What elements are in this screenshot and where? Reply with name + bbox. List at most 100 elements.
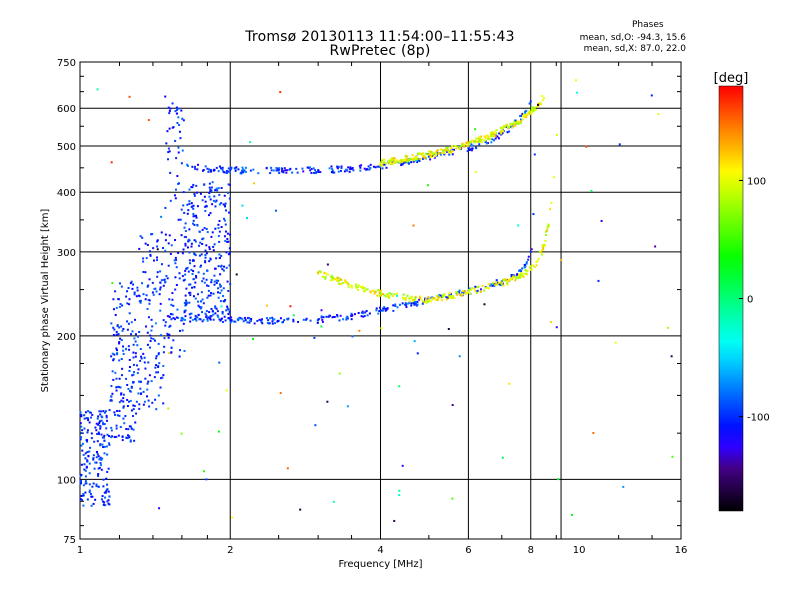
trace-point [218, 165, 221, 168]
noise-point [249, 141, 252, 144]
spread-echo-point [118, 341, 121, 344]
trace-point [206, 319, 209, 322]
spread-echo-point [227, 308, 230, 311]
trace-point [431, 153, 434, 156]
spread-echo-point [102, 503, 105, 506]
spread-echo-point [79, 411, 82, 414]
spread-echo-point [102, 410, 105, 413]
spread-echo-point [220, 317, 223, 320]
trace-point [383, 160, 386, 163]
trace-point [432, 297, 435, 300]
spread-echo-point [183, 311, 186, 314]
trace-point [463, 145, 466, 148]
spread-echo-point [191, 186, 194, 189]
trace-point [402, 296, 405, 299]
noise-point [351, 335, 354, 338]
trace-point [438, 293, 441, 296]
spread-echo-point [170, 351, 173, 354]
trace-point [398, 303, 401, 306]
spread-echo-point [109, 399, 112, 402]
trace-point [436, 294, 439, 297]
trace-point [418, 152, 421, 155]
spread-echo-point [115, 386, 118, 389]
trace-point [273, 318, 276, 321]
trace-point [409, 300, 412, 303]
spread-echo-point [193, 194, 196, 197]
trace-point [533, 106, 536, 109]
trace-point [379, 289, 382, 292]
spread-echo-point [217, 234, 220, 237]
trace-point [415, 156, 418, 159]
spread-echo-point [112, 298, 115, 301]
spread-echo-point [131, 415, 134, 418]
spread-echo-point [219, 265, 222, 268]
spread-echo-point [218, 253, 221, 256]
spread-echo-point [97, 455, 100, 458]
trace-point [430, 300, 433, 303]
spread-echo-point [80, 436, 83, 439]
spread-echo-point [80, 432, 83, 435]
trace-point [280, 170, 283, 173]
spread-echo-point [92, 454, 95, 457]
trace-point [375, 309, 378, 312]
series-point [500, 129, 503, 132]
phases-line-x: mean, sd,X: 87.0, 22.0 [583, 44, 686, 54]
spread-echo-point [86, 451, 89, 454]
trace-point [452, 148, 455, 151]
spread-echo-point [227, 183, 230, 186]
spread-echo-point [167, 264, 170, 267]
spread-echo-point [111, 370, 114, 373]
trace-point [424, 298, 427, 301]
spread-echo-point [189, 283, 192, 286]
trace-point [194, 167, 197, 170]
spread-echo-point [99, 413, 102, 416]
trace-point [199, 318, 202, 321]
spread-echo-point [110, 355, 113, 358]
spread-echo-point [184, 230, 187, 233]
x-axis-label: Frequency [MHz] [338, 559, 422, 570]
spread-echo-point [159, 302, 162, 305]
spread-echo-point [215, 279, 218, 282]
series-point [533, 153, 536, 156]
spread-echo-point [103, 452, 106, 455]
trace-point [376, 294, 379, 297]
trace-point [223, 171, 226, 174]
spread-echo-point [132, 283, 135, 286]
trace-point [510, 278, 513, 281]
spread-echo-point [120, 358, 123, 361]
trace-point [530, 268, 533, 271]
spread-echo-point [147, 361, 150, 364]
spread-echo-point [105, 416, 108, 419]
trace-point [234, 320, 237, 323]
trace-point [404, 298, 407, 301]
trace-point [363, 315, 366, 318]
spread-echo-point [98, 422, 101, 425]
spread-echo-point [146, 343, 149, 346]
trace-point [260, 321, 263, 324]
trace-point [532, 110, 535, 113]
spread-echo-point [183, 349, 186, 352]
spread-echo-point [115, 306, 118, 309]
spread-echo-point [226, 240, 229, 243]
spread-echo-point [83, 414, 86, 417]
trace-point [423, 301, 426, 304]
spread-echo-point [152, 293, 155, 296]
trace-point [350, 286, 353, 289]
trace-point [237, 317, 240, 320]
trace-point [350, 312, 353, 315]
spread-echo-point [130, 280, 133, 283]
trace-point [312, 167, 315, 170]
spread-echo-point [215, 307, 218, 310]
trace-point [250, 317, 253, 320]
spread-echo-point [146, 285, 149, 288]
series-point [194, 165, 197, 168]
spread-echo-point [190, 286, 193, 289]
series-point [206, 317, 209, 320]
noise-point [415, 159, 418, 162]
trace-point [465, 141, 468, 144]
trace-point [475, 147, 478, 150]
trace-point [234, 167, 237, 170]
spread-echo-point [185, 287, 188, 290]
spread-echo-point [203, 281, 206, 284]
spread-echo-point [217, 279, 220, 282]
